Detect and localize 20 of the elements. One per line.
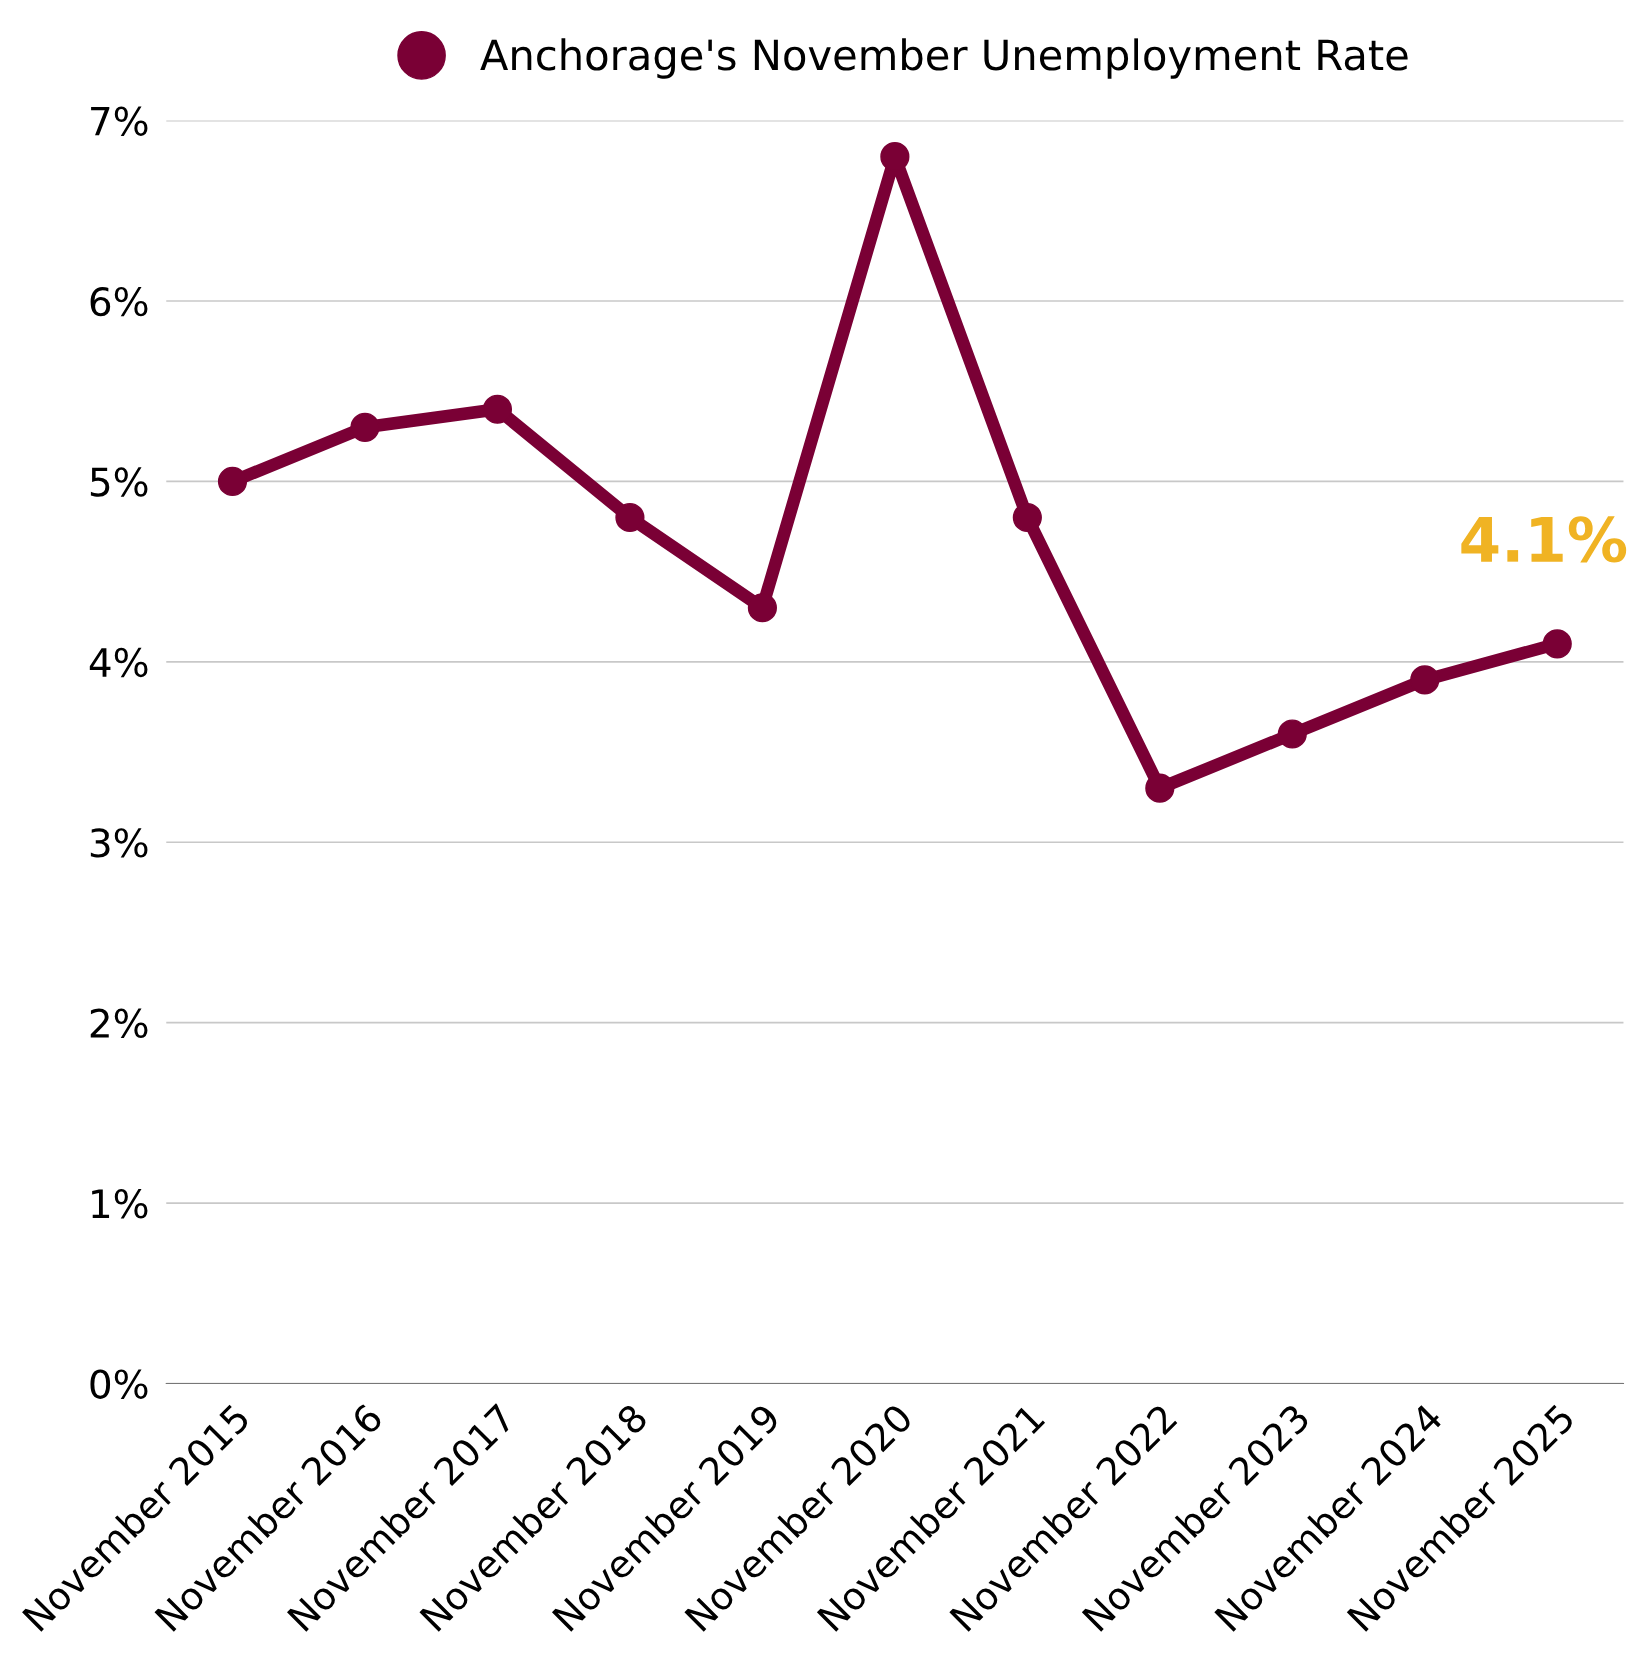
point [1542,629,1572,659]
point [615,502,645,533]
point [747,593,777,623]
y-tick-label: 2% [90,1008,148,1039]
y-tick-label: 0% [90,1369,148,1399]
y-tick-label: 4% [89,647,148,678]
y-tick-label: 3% [90,828,148,858]
y-tick-label: 7% [91,106,148,136]
point [350,412,380,442]
y-tick-label: 5% [90,467,148,497]
legend-label: Anchorage's November Unemployment Rate [480,38,1408,79]
point [1012,502,1042,533]
point [217,466,248,497]
point [1145,773,1175,803]
point [1277,719,1307,749]
annotation: 4.1% [1461,516,1627,563]
y-tick-label: 6% [90,286,148,317]
y-tick-label: 1% [92,1189,148,1219]
point [482,394,513,424]
point [1410,665,1440,695]
